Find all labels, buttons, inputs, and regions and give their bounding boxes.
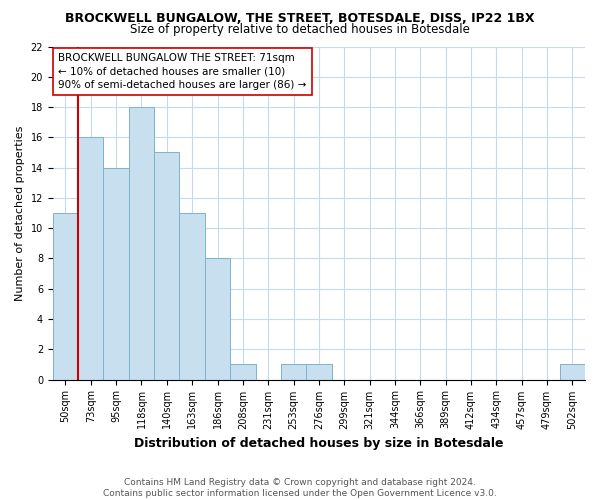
Bar <box>205 258 230 380</box>
Bar <box>281 364 306 380</box>
Bar <box>103 168 129 380</box>
Bar <box>230 364 256 380</box>
Text: Size of property relative to detached houses in Botesdale: Size of property relative to detached ho… <box>130 22 470 36</box>
Y-axis label: Number of detached properties: Number of detached properties <box>15 126 25 300</box>
Text: BROCKWELL BUNGALOW THE STREET: 71sqm
← 10% of detached houses are smaller (10)
9: BROCKWELL BUNGALOW THE STREET: 71sqm ← 1… <box>58 53 307 90</box>
Bar <box>129 107 154 380</box>
X-axis label: Distribution of detached houses by size in Botesdale: Distribution of detached houses by size … <box>134 437 503 450</box>
Bar <box>179 213 205 380</box>
Bar <box>560 364 585 380</box>
Bar <box>78 138 103 380</box>
Bar <box>306 364 332 380</box>
Bar <box>154 152 179 380</box>
Text: Contains HM Land Registry data © Crown copyright and database right 2024.
Contai: Contains HM Land Registry data © Crown c… <box>103 478 497 498</box>
Text: BROCKWELL BUNGALOW, THE STREET, BOTESDALE, DISS, IP22 1BX: BROCKWELL BUNGALOW, THE STREET, BOTESDAL… <box>65 12 535 26</box>
Bar <box>53 213 78 380</box>
